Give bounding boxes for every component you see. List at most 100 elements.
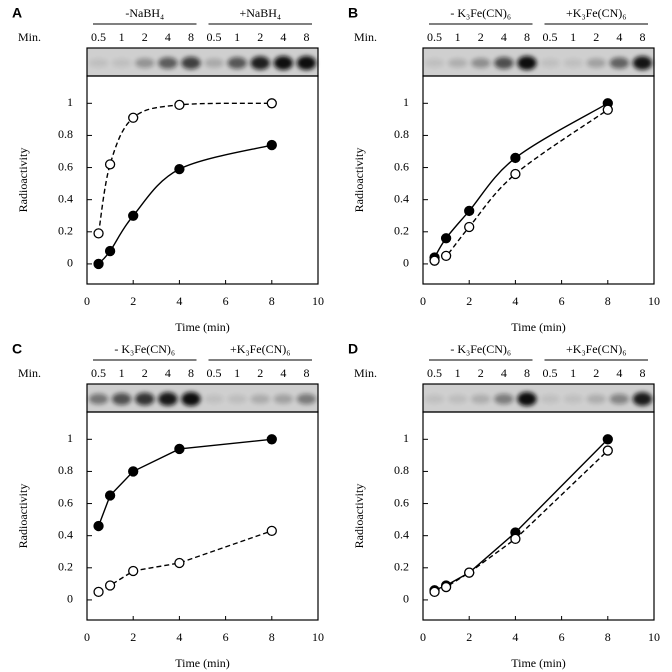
gel-lane-label: 4 [280, 30, 286, 44]
gel-lane-label: 1 [455, 366, 461, 380]
gel-group-label: +K₃Fe(CN)₆ [566, 6, 626, 20]
gel-band [204, 394, 224, 404]
y-tick-label: 0 [403, 256, 409, 270]
gel-lane-label: 0.5 [543, 366, 558, 380]
y-tick-label: 0 [67, 256, 73, 270]
y-tick-label: 0.8 [394, 127, 409, 141]
panel-letter: C [12, 341, 22, 357]
gel-band [424, 58, 445, 68]
gel-lane-label: 0.5 [543, 30, 558, 44]
gel-band [227, 57, 247, 69]
gel-lane-label: 8 [524, 30, 530, 44]
series-line [97, 438, 272, 527]
y-tick-label: 0.4 [394, 527, 409, 541]
gel-group-label: - K₃Fe(CN)₆ [450, 342, 511, 356]
x-tick-label: 2 [130, 294, 136, 308]
y-tick-label: 0.6 [394, 159, 409, 173]
gel-band [609, 57, 630, 69]
gel-band [158, 392, 178, 406]
panel: A Min. -NaBH₄ 0.5 1 2 4 8 +NaBH₄ 0.5 1 2 4 8 0 0.2 0.4 0.… [12, 5, 324, 334]
gel-lane-label: 2 [142, 366, 148, 380]
gel-band [135, 58, 155, 68]
y-axis-label: Radioactivity [16, 148, 30, 213]
gel-group-label: +NaBH₄ [239, 6, 281, 20]
y-tick-label: 0.2 [394, 224, 409, 238]
y-tick-label: 0.8 [58, 463, 73, 477]
data-point [174, 557, 185, 569]
data-point [128, 565, 139, 577]
x-tick-label: 4 [176, 630, 182, 644]
gel-band [586, 394, 606, 404]
series-line [98, 530, 273, 593]
y-tick-label: 0.6 [394, 495, 409, 509]
gel-band [111, 58, 132, 68]
gel-lane-label: 8 [303, 366, 309, 380]
gel-lane-label: 8 [639, 366, 645, 380]
series-line [433, 102, 609, 258]
y-tick-label: 0.2 [394, 560, 409, 574]
gel-lane-label: 2 [257, 366, 263, 380]
x-tick-label: 10 [312, 630, 324, 644]
gel-lane-label: 1 [570, 30, 576, 44]
gel-row-label: Min. [18, 366, 41, 380]
data-point [266, 139, 277, 151]
x-tick-label: 6 [223, 630, 229, 644]
data-point [510, 533, 521, 545]
panel: D Min. - K₃Fe(CN)₆ 0.5 1 2 4 8 +K₃Fe(CN)₆ 0.5 1 2 4 8… [348, 341, 660, 670]
gel-lane-label: 4 [280, 366, 286, 380]
y-tick-label: 0.6 [58, 159, 73, 173]
gel-lane-label: 0.5 [207, 30, 222, 44]
x-tick-label: 4 [176, 294, 182, 308]
gel-lane-label: 4 [501, 366, 507, 380]
x-tick-label: 10 [312, 294, 324, 308]
gel-lane-label: 2 [142, 30, 148, 44]
gel-band [296, 56, 317, 70]
data-point [464, 205, 475, 217]
data-point [602, 445, 613, 456]
gel-band [181, 56, 201, 70]
y-tick-label: 1 [67, 431, 73, 445]
series-line [434, 450, 609, 593]
x-tick-label: 2 [130, 630, 136, 644]
y-tick-label: 0.2 [58, 560, 73, 574]
data-point [266, 434, 277, 445]
panel-letter: B [348, 5, 358, 21]
data-point [510, 168, 521, 180]
gel-lane-label: 0.5 [91, 366, 106, 380]
y-tick-label: 0.8 [394, 463, 409, 477]
y-tick-label: 1 [403, 431, 409, 445]
gel-band [158, 57, 178, 69]
gel-lane-label: 1 [234, 366, 240, 380]
data-point [266, 525, 277, 537]
x-tick-label: 2 [466, 294, 472, 308]
gel-band [540, 58, 560, 68]
gel-group-label: -NaBH₄ [125, 6, 164, 20]
data-point [440, 233, 452, 244]
data-point [174, 443, 185, 455]
gel-lane-label: 1 [234, 30, 240, 44]
gel-band [204, 58, 224, 68]
gel-band [471, 58, 491, 68]
data-point [128, 210, 139, 221]
gel-row-label: Min. [18, 30, 41, 44]
x-tick-label: 6 [223, 294, 229, 308]
plot-frame [422, 411, 655, 621]
gel-band [540, 394, 560, 404]
panel-letter: D [348, 341, 358, 357]
y-tick-label: 0.4 [58, 527, 73, 541]
data-point [104, 159, 116, 170]
x-tick-label: 2 [466, 630, 472, 644]
gel-lane-label: 8 [639, 30, 645, 44]
y-tick-label: 0.4 [394, 191, 409, 205]
gel-lane-label: 1 [119, 366, 125, 380]
y-tick-label: 0.6 [58, 495, 73, 509]
gel-lane-label: 2 [478, 366, 484, 380]
gel-lane-label: 2 [593, 30, 599, 44]
x-tick-label: 8 [269, 294, 275, 308]
gel-lane-label: 0.5 [207, 366, 222, 380]
gel-group-label: - K₃Fe(CN)₆ [114, 342, 175, 356]
data-point [93, 258, 104, 270]
data-point [429, 586, 440, 598]
gel-row-label: Min. [354, 30, 377, 44]
x-tick-label: 10 [648, 294, 660, 308]
